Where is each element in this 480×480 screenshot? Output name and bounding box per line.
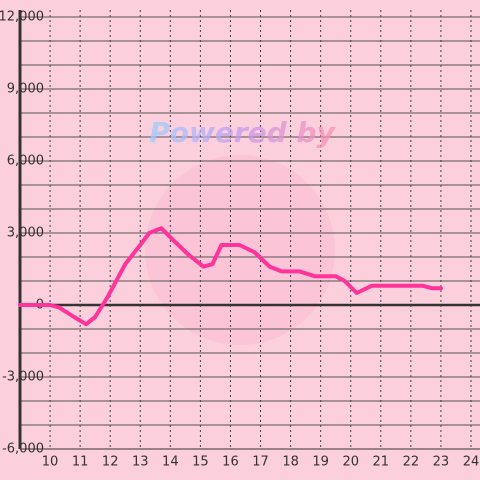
x-tick-label: 22 [403, 455, 420, 470]
x-tick-label: 18 [282, 455, 299, 470]
x-tick-label: 20 [342, 455, 359, 470]
y-tick-label: 6,000 [7, 154, 44, 169]
x-tick-label: 12 [102, 455, 119, 470]
x-tick-label: 17 [252, 455, 269, 470]
x-tick-label: 23 [433, 455, 450, 470]
x-tick-label: 19 [312, 455, 329, 470]
y-tick-label: 12,000 [0, 10, 44, 25]
x-tick-label: 13 [132, 455, 149, 470]
watermark-image [145, 155, 335, 345]
x-tick-label: 15 [192, 455, 209, 470]
y-tick-label: 9,000 [7, 82, 44, 97]
x-tick-label: 11 [72, 455, 89, 470]
x-tick-label: 16 [222, 455, 239, 470]
data-line [18, 226, 443, 327]
x-tick-label: 14 [162, 455, 179, 470]
x-tick-label: 10 [42, 455, 59, 470]
watermark: Powered by [149, 116, 336, 149]
y-tick-label: 3,000 [7, 226, 44, 241]
y-tick-label: -3,000 [2, 370, 44, 385]
x-tick-label: 21 [373, 455, 390, 470]
x-tick-label: 24 [463, 455, 480, 470]
